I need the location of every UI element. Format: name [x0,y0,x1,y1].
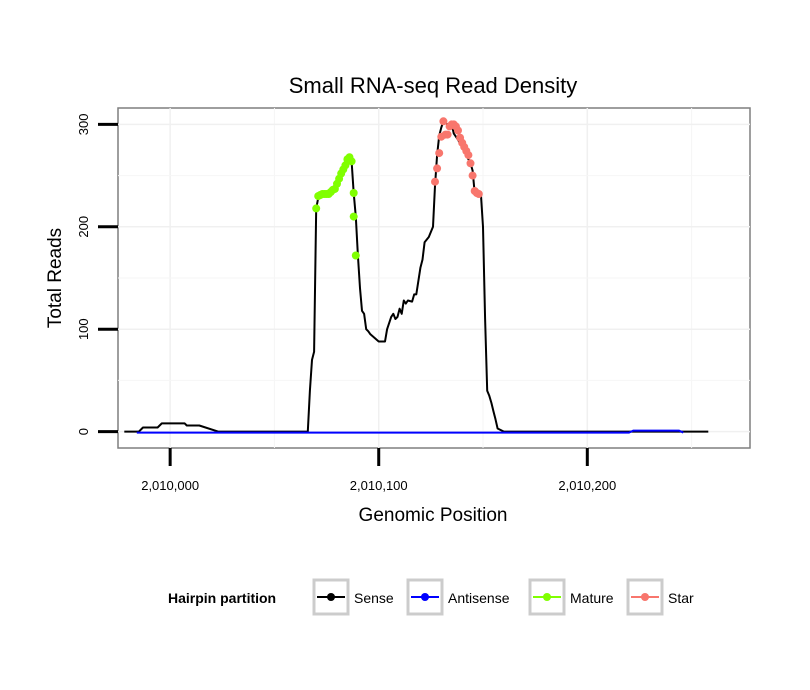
legend-label: Sense [354,590,394,606]
point-star [443,130,452,139]
point-mature [351,251,360,260]
point-mature [349,212,358,221]
point-star [431,177,439,186]
point-mature [341,161,350,170]
y-tick-label: 0 [76,428,91,435]
points-layer [312,117,483,260]
y-tick-label: 100 [76,318,91,340]
legend-key-point [327,593,335,601]
point-star [474,190,483,198]
x-axis: 2,010,000 2,010,100 2,010,200 [141,448,616,493]
x-tick-label: 2,010,000 [141,478,199,493]
legend-entry-antisense: Antisense [406,578,510,616]
legend-key-point [421,593,429,601]
series-line-antisense [136,429,684,434]
point-mature [347,157,356,166]
series-line-sense [124,120,709,433]
legend-key-point [543,593,551,601]
legend-title: Hairpin partition [168,590,276,606]
legend: Hairpin partition Sense Antisense Mature St… [168,578,694,616]
x-tick-label: 2,010,200 [558,478,616,493]
point-mature [349,189,358,197]
legend-entry-mature: Mature [528,578,614,616]
point-star [468,171,477,180]
y-tick-label: 200 [76,216,91,238]
point-star [464,151,473,160]
legend-key-point [641,593,649,601]
legend-label: Mature [570,590,614,606]
legend-label: Star [668,590,694,606]
legend-entry-sense: Sense [312,578,394,616]
x-axis-title: Genomic Position [359,505,508,526]
point-star [439,117,448,126]
point-star [435,149,444,158]
x-tick-label: 2,010,100 [350,478,408,493]
y-axis-title: Total Reads [45,228,66,328]
series-layer [124,120,709,434]
point-star [466,159,475,168]
y-tick-label: 300 [76,114,91,136]
chart-title: Small RNA-seq Read Density [289,73,578,98]
point-star [433,164,442,173]
point-mature [312,204,321,213]
y-axis: 0 100 200 300 [76,114,118,435]
legend-entry-star: Star [626,578,694,616]
legend-label: Antisense [448,590,510,606]
point-star [454,126,462,135]
